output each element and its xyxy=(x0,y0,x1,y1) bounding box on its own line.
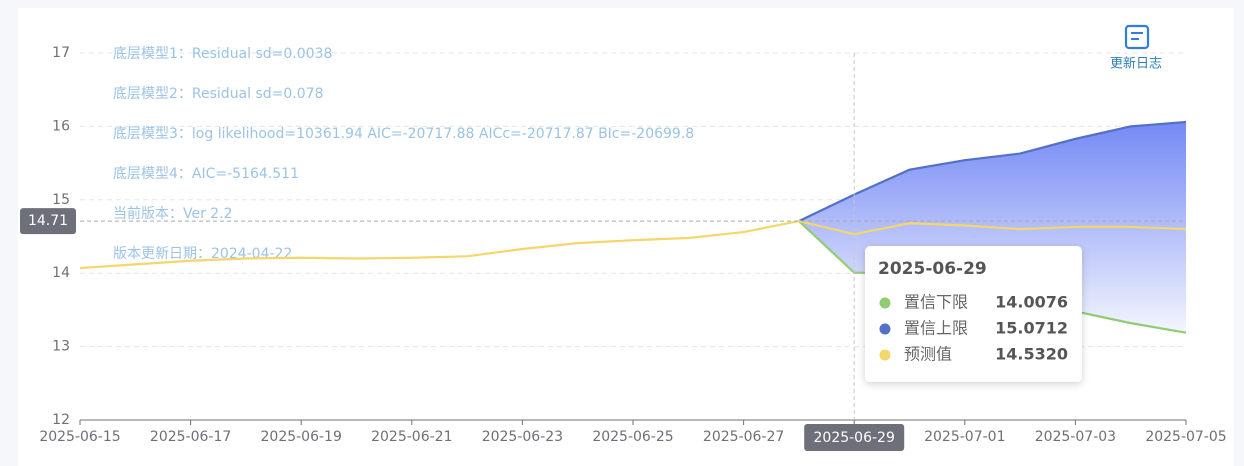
x-tick-label: 2025-06-23 xyxy=(482,429,563,445)
series-line xyxy=(798,120,1187,223)
y-pointer-box xyxy=(20,208,76,235)
x-pointer-label: 2025-06-29 xyxy=(814,430,895,446)
update-log-button[interactable]: 更新日志 xyxy=(1110,24,1162,72)
tooltip-title: 2025-06-29 xyxy=(878,259,987,279)
x-tick-label: 2025-07-01 xyxy=(924,429,1005,445)
tooltip-value: 15.0712 xyxy=(995,319,1068,338)
y-pointer-label: 14.71 xyxy=(28,213,68,229)
tooltip-marker xyxy=(879,349,891,361)
x-tick-label: 2025-06-27 xyxy=(703,429,784,445)
plot-area: 12 13 14 15 16 17 底层模型1：Residual sd=0.0038 底层模型… xyxy=(20,45,1227,451)
y-tick-label: 15 xyxy=(52,192,70,208)
tooltip-name: 预测值 xyxy=(904,345,952,364)
tooltip-marker xyxy=(879,297,891,309)
button-label[interactable]: 更新日志 xyxy=(1110,56,1162,72)
x-tick-label: 2025-06-25 xyxy=(592,429,673,445)
series-line xyxy=(79,219,1187,270)
tooltip-value: 14.0076 xyxy=(995,293,1068,312)
button-icon xyxy=(1124,24,1150,50)
x-pointer-box xyxy=(804,424,905,451)
tooltip-name: 置信下限 xyxy=(904,293,968,312)
annotation: 底层模型2：Residual sd=0.078 xyxy=(113,86,323,102)
annotation: 当前版本：Ver 2.2 xyxy=(113,205,233,222)
x-tick-label: 2025-07-03 xyxy=(1035,429,1116,445)
annotation: 底层模型1：Residual sd=0.0038 xyxy=(113,46,332,62)
x-tick-label: 2025-06-21 xyxy=(371,429,452,445)
y-tick-label: 16 xyxy=(52,118,70,134)
tooltip-box xyxy=(865,246,1082,382)
tooltip-name: 置信上限 xyxy=(904,319,968,338)
annotation: 底层模型3：log likelihood=10361.94 AIC=-20717… xyxy=(113,126,694,142)
y-tick-label: 13 xyxy=(52,339,70,355)
tooltip-marker xyxy=(879,323,891,335)
y-tick-label: 12 xyxy=(52,412,70,428)
x-tick-label: 2025-06-19 xyxy=(261,429,342,445)
x-tick-label: 2025-07-05 xyxy=(1145,429,1226,445)
x-tick-label: 2025-06-15 xyxy=(39,429,120,445)
y-tick-label: 17 xyxy=(52,45,70,61)
y-tick-label: 14 xyxy=(52,265,70,281)
x-tick-label: 2025-06-17 xyxy=(150,429,231,445)
annotation: 底层模型4：AIC=-5164.511 xyxy=(113,166,299,182)
tooltip-value: 14.5320 xyxy=(995,345,1068,364)
